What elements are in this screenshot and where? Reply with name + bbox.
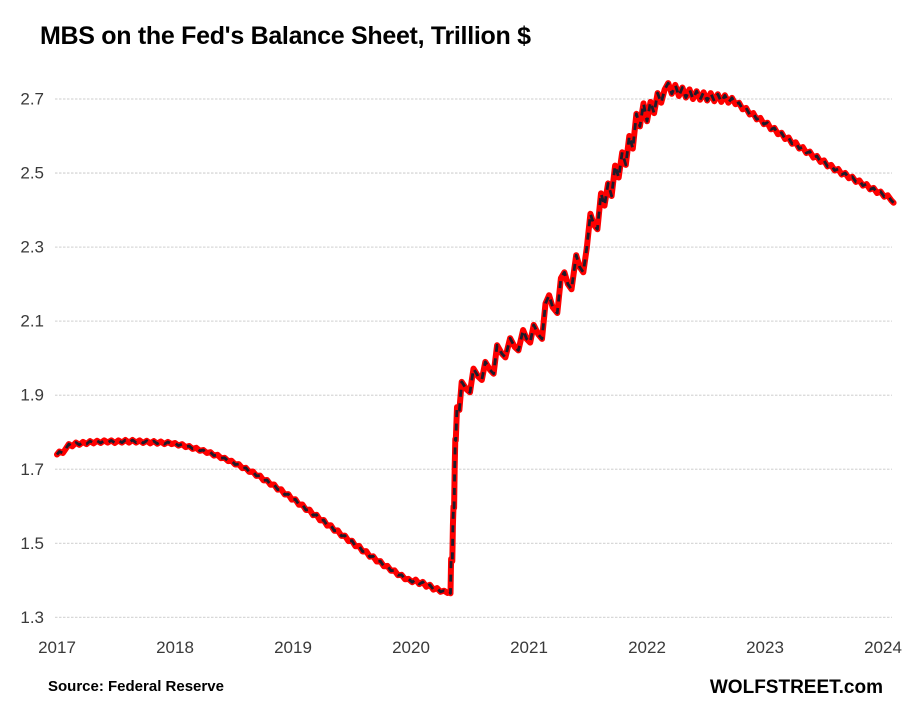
chart-title: MBS on the Fed's Balance Sheet, Trillion… [40, 22, 531, 50]
y-tick-label: 1.3 [20, 608, 44, 627]
y-tick-label: 2.1 [20, 312, 44, 331]
watermark-wolfstreet: WOLFSTREET.com [709, 677, 883, 698]
mbs-series-dash-overlay [55, 81, 895, 595]
source-note: Source: Federal Reserve [48, 678, 224, 695]
y-tick-label: 2.5 [20, 164, 44, 183]
x-tick-label: 2018 [156, 638, 194, 657]
y-tick-label: 1.5 [20, 534, 44, 553]
x-tick-label: 2023 [746, 638, 784, 657]
mbs-series-line [54, 80, 897, 597]
x-tick-label: 2022 [628, 638, 666, 657]
y-tick-label: 1.7 [20, 460, 44, 479]
y-tick-label: 1.9 [20, 386, 44, 405]
x-tick-label: 2019 [274, 638, 312, 657]
x-tick-label: 2024 [864, 638, 902, 657]
x-tick-label: 2017 [38, 638, 76, 657]
x-tick-label: 2021 [510, 638, 548, 657]
y-tick-label: 2.3 [20, 238, 44, 257]
y-tick-label: 2.7 [20, 89, 44, 108]
x-tick-label: 2020 [392, 638, 430, 657]
